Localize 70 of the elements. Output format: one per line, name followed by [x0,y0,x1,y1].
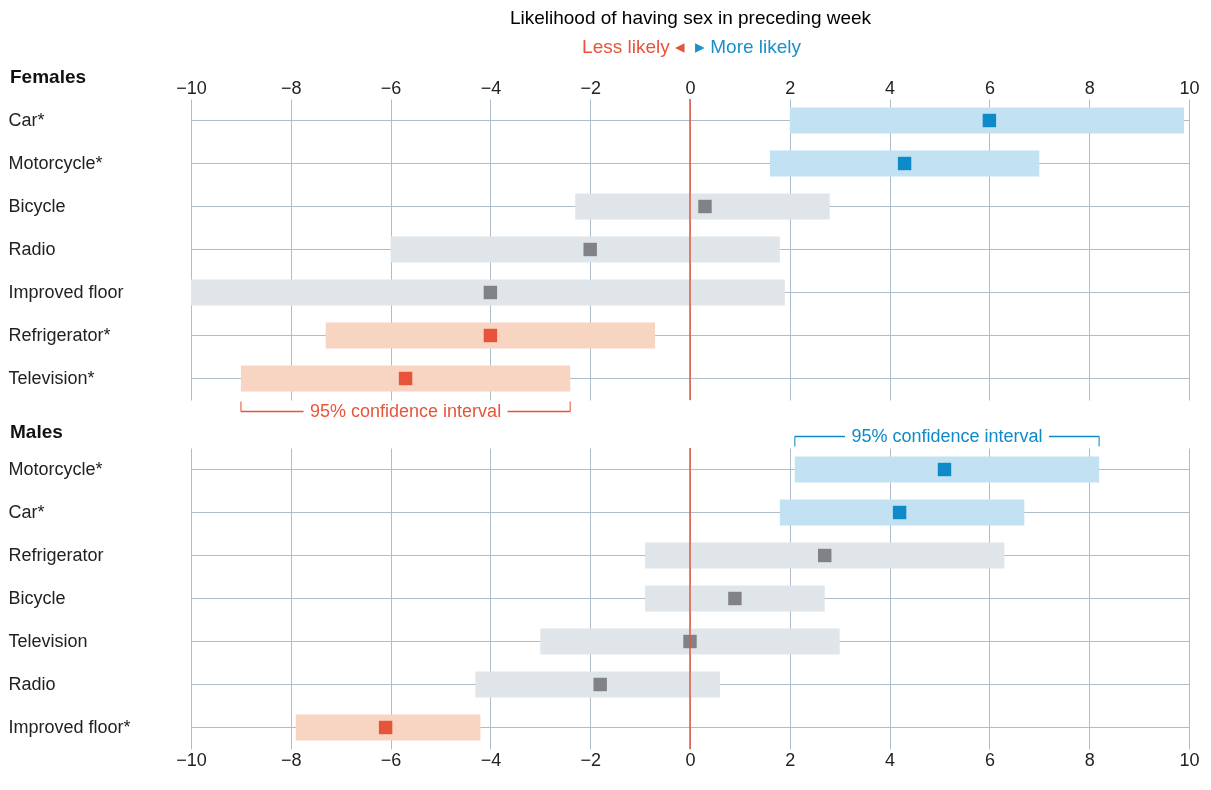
bar [240,365,571,392]
y-tick-label: Improved floor* [8,716,131,737]
bar [645,585,825,612]
annotation: 95% confidence interval [310,400,502,421]
point [593,677,607,692]
y-tick-label: Car* [8,501,45,522]
x-tick-label: −2 [580,749,601,770]
bar [325,322,656,349]
x-tick-label: 8 [1084,749,1095,770]
point [398,371,413,386]
y-tick-label: Television* [8,367,95,388]
y-tick-label: Motorcycle* [8,152,103,173]
y-tick-label: Refrigerator* [8,324,111,345]
text: Males [10,421,63,442]
bar [794,456,1100,483]
x-tick-label: 8 [1084,77,1095,98]
x-tick-label: −6 [380,77,402,98]
bar [789,107,1185,134]
chart-title: Females [10,66,87,87]
bar [475,671,720,698]
bar [191,279,785,306]
x-tick-label: −4 [480,77,502,98]
bar [779,499,1025,526]
y-tick-label: Improved floor [8,281,124,302]
y-tick-label: Motorcycle* [8,458,103,479]
point [937,462,952,477]
point [483,328,498,343]
y-tick-label: Refrigerator [8,544,104,565]
point [378,720,393,735]
x-tick-label: −6 [380,749,402,770]
y-tick-label: Radio [8,673,56,694]
bar [769,150,1040,177]
text: Less likely ◂ [582,36,685,57]
point [982,113,997,128]
y-tick-label: Bicycle [8,587,66,608]
point [818,548,832,563]
x-tick-label: −8 [281,749,302,770]
x-tick-label: 2 [785,749,796,770]
point [892,505,907,520]
x-tick-label: −10 [176,77,207,98]
x-axis-title: Likelihood of having sex in preceding week [509,6,872,28]
x-tick-label: 0 [685,749,696,770]
bar [575,193,830,220]
point [583,242,597,257]
text: ▸ More likely [695,36,802,57]
x-tick-label: 0 [685,77,696,98]
bar [295,714,481,741]
x-tick-label: 10 [1179,77,1200,98]
y-tick-label: Radio [8,238,56,259]
y-tick-label: Bicycle [8,195,66,216]
x-tick-label: 6 [984,77,995,98]
point [728,591,742,606]
x-tick-label: 4 [885,77,896,98]
bar [645,542,1005,569]
y-tick-label: Car* [8,109,45,130]
point [897,156,912,171]
x-tick-label: −10 [176,749,207,770]
x-tick-label: 6 [984,749,995,770]
point [698,199,712,214]
x-tick-label: 2 [785,77,796,98]
x-tick-label: −2 [580,77,601,98]
x-tick-label: 10 [1179,749,1200,770]
x-tick-label: 4 [885,749,896,770]
bar [390,236,780,263]
x-tick-label: −8 [281,77,302,98]
bar [540,628,840,655]
x-tick-label: −4 [480,749,502,770]
annotation: 95% confidence interval [851,425,1043,446]
y-tick-label: Television [8,630,88,651]
point [483,285,498,300]
